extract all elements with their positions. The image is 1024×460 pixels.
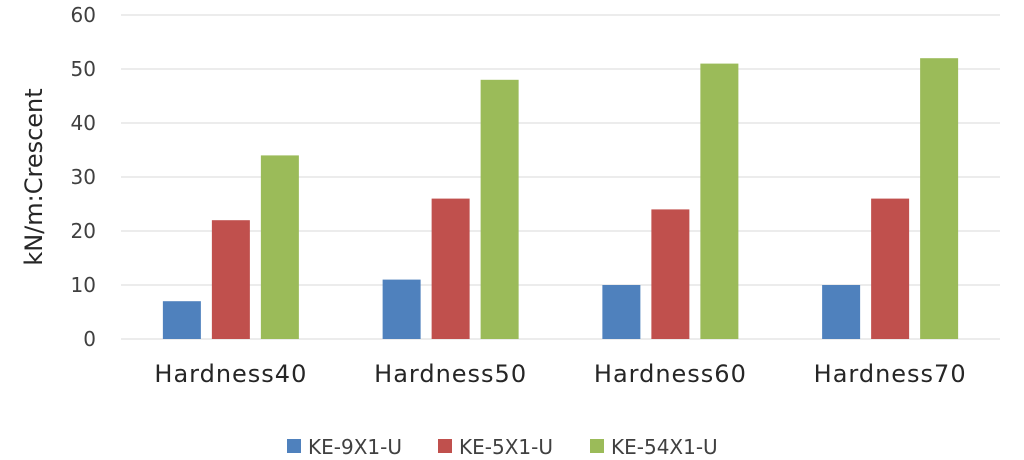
bar-ke-54x1-u-hardness60 <box>700 63 739 339</box>
bar-ke-54x1-u-hardness40 <box>260 155 299 339</box>
bars <box>162 58 959 340</box>
x-tick-label: Hardness60 <box>594 360 747 388</box>
bar-ke-5x1-u-hardness70 <box>871 198 910 339</box>
legend-swatch <box>287 439 301 453</box>
x-tick-label: Hardness50 <box>374 360 527 388</box>
x-tick-label: Hardness70 <box>814 360 967 388</box>
legend-swatch <box>438 439 452 453</box>
bar-ke-54x1-u-hardness70 <box>920 58 959 339</box>
bar-ke-5x1-u-hardness50 <box>431 198 470 339</box>
bar-ke-9x1-u-hardness60 <box>602 285 641 339</box>
legend: KE-9X1-U KE-5X1-U KE-54X1-U <box>287 435 718 459</box>
bar-ke-9x1-u-hardness40 <box>162 301 201 339</box>
legend-label: KE-5X1-U <box>459 435 553 459</box>
x-axis-ticks: Hardness40 Hardness50 Hardness60 Hardness70 <box>154 360 967 388</box>
y-tick-label: 0 <box>83 327 96 351</box>
legend-label: KE-9X1-U <box>308 435 402 459</box>
legend-label: KE-54X1-U <box>611 435 718 459</box>
y-axis-label: kN/m:Crescent <box>20 88 48 265</box>
bar-ke-5x1-u-hardness60 <box>651 209 690 339</box>
y-tick-label: 50 <box>71 57 96 81</box>
gridlines <box>121 14 1000 340</box>
bar-ke-54x1-u-hardness50 <box>480 79 519 340</box>
y-tick-label: 30 <box>71 165 96 189</box>
y-tick-label: 20 <box>71 219 96 243</box>
x-tick-label: Hardness40 <box>154 360 307 388</box>
legend-swatch <box>590 439 604 453</box>
y-tick-label: 60 <box>71 3 96 27</box>
bar-ke-5x1-u-hardness40 <box>211 220 250 339</box>
y-tick-label: 10 <box>71 273 96 297</box>
bar-ke-9x1-u-hardness70 <box>822 285 861 339</box>
bar-ke-9x1-u-hardness50 <box>382 279 421 339</box>
y-tick-label: 40 <box>71 111 96 135</box>
y-axis-ticks: 0 10 20 30 40 50 60 <box>71 3 96 351</box>
